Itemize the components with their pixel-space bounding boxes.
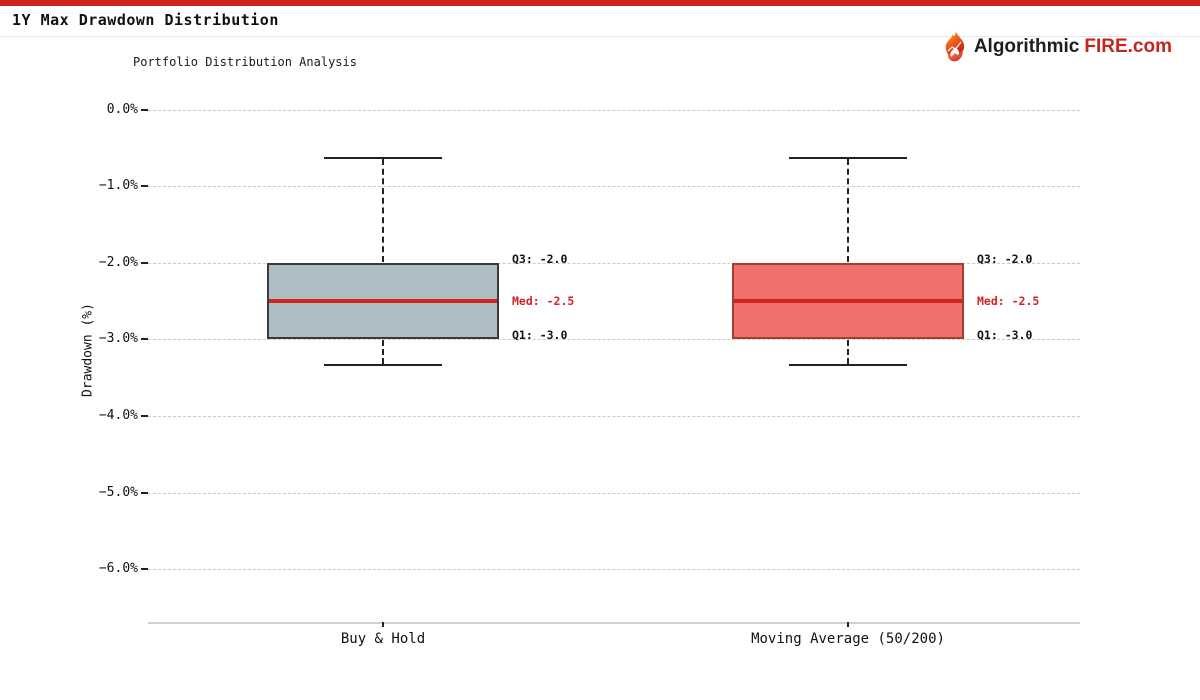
x-tick-label: Buy & Hold	[340, 631, 426, 647]
chart-subtitle: Portfolio Distribution Analysis	[133, 55, 357, 69]
header-divider	[0, 36, 1200, 37]
y-tick-mark	[141, 414, 148, 417]
y-tick-label: −1.0%	[98, 178, 138, 194]
median-line	[269, 299, 497, 303]
y-tick-label: −5.0%	[98, 484, 138, 500]
whisker-line-bottom	[847, 340, 849, 364]
gridline	[148, 109, 1080, 111]
flame-icon	[945, 31, 964, 62]
y-tick-label: 0.0%	[106, 101, 138, 117]
y-tick-mark	[141, 491, 148, 494]
y-tick-mark	[141, 568, 148, 571]
page-title: 1Y Max Drawdown Distribution	[12, 11, 279, 29]
gridline	[148, 186, 1080, 188]
gridline	[148, 415, 1080, 417]
whisker-cap-top	[789, 156, 907, 159]
y-tick-label: −2.0%	[98, 254, 138, 270]
whisker-line-top	[847, 158, 849, 262]
brand-logo: Algorithmic FIRE.com	[942, 31, 1172, 62]
annotation-med: Med: -2.5	[977, 294, 1040, 308]
annotation-q3: Q3: -2.0	[512, 251, 568, 266]
x-tick-mark	[382, 622, 384, 627]
annotation-q1: Q1: -3.0	[977, 328, 1033, 343]
annotation-q1: Q1: -3.0	[512, 328, 568, 343]
x-tick-mark	[847, 622, 849, 627]
logo-text-dark: Algorithmic	[973, 35, 1080, 57]
whisker-cap-top	[324, 156, 442, 159]
y-tick-mark	[141, 108, 148, 111]
gridline	[148, 339, 1080, 341]
annotation-med: Med: -2.5	[512, 294, 575, 308]
y-tick-mark	[141, 185, 148, 188]
y-tick-label: −6.0%	[98, 561, 138, 577]
y-tick-mark	[141, 261, 148, 264]
logo-text-red: FIRE.com	[1084, 35, 1172, 57]
gridline	[148, 262, 1080, 264]
y-tick-label: −3.0%	[98, 331, 138, 347]
median-line	[734, 299, 962, 303]
y-tick-label: −4.0%	[98, 407, 138, 423]
y-axis-title: Drawdown (%)	[80, 303, 96, 397]
top-accent-bar	[0, 0, 1200, 6]
annotation-q3: Q3: -2.0	[977, 251, 1033, 266]
gridline	[148, 569, 1080, 571]
whisker-cap-bottom	[324, 363, 442, 366]
whisker-line-bottom	[382, 340, 384, 364]
whisker-cap-bottom	[789, 363, 907, 366]
whisker-line-top	[382, 158, 384, 262]
x-tick-label: Moving Average (50/200)	[751, 631, 945, 647]
gridline	[148, 492, 1080, 494]
x-axis-line	[148, 622, 1080, 624]
y-tick-mark	[141, 338, 148, 341]
